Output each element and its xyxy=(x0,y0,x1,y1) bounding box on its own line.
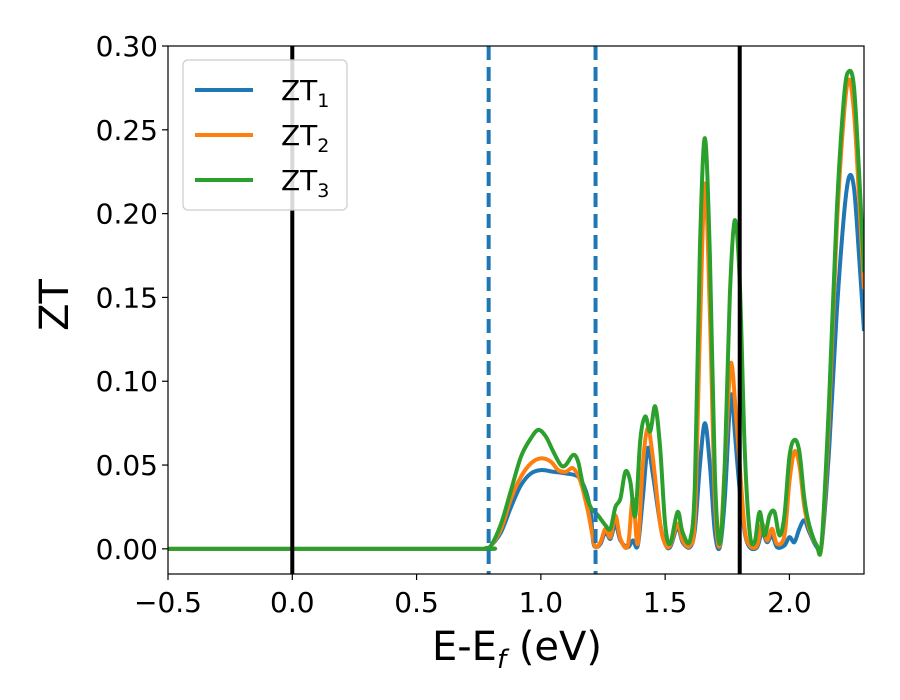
x-tick-label: 0.0 xyxy=(270,586,315,619)
y-tick-label: 0.05 xyxy=(96,449,158,482)
y-tick-label: 0.20 xyxy=(96,198,158,231)
axes xyxy=(162,45,865,580)
series-layer xyxy=(168,68,864,557)
x-tick-label: −0.5 xyxy=(134,586,202,619)
x-axis-label: E-Ef (eV) xyxy=(432,624,602,675)
y-axis-label: ZT xyxy=(32,279,78,331)
x-tick-label: 2.0 xyxy=(767,586,812,619)
plot-frame xyxy=(167,45,865,575)
y-tick-label: 0.15 xyxy=(96,281,158,314)
x-tick-label: 1.5 xyxy=(643,586,688,619)
tick-labels: −0.5 0.0 0.5 1.0 1.5 2.0 0.00 0.05 0.10 0.15 0.20 0… xyxy=(96,30,812,619)
x-label-unit: (eV) xyxy=(506,624,602,670)
x-label-main: E-E xyxy=(432,624,497,670)
y-tick-label: 0.25 xyxy=(96,114,158,147)
y-tick-label: 0.10 xyxy=(96,365,158,398)
legend: ZT1 ZT2 ZT3 xyxy=(182,59,348,211)
y-tick-label: 0.00 xyxy=(96,533,158,566)
series-line-3 xyxy=(168,68,864,557)
legend-label-1: ZT1 xyxy=(281,74,329,112)
x-tick-label: 1.0 xyxy=(519,586,564,619)
x-tick-label: 0.5 xyxy=(394,586,439,619)
y-tick-label: 0.30 xyxy=(96,30,158,63)
legend-label-2: ZT2 xyxy=(281,119,329,157)
legend-box xyxy=(182,59,348,211)
series-line-1 xyxy=(168,172,864,555)
legend-label-3: ZT3 xyxy=(281,164,329,202)
